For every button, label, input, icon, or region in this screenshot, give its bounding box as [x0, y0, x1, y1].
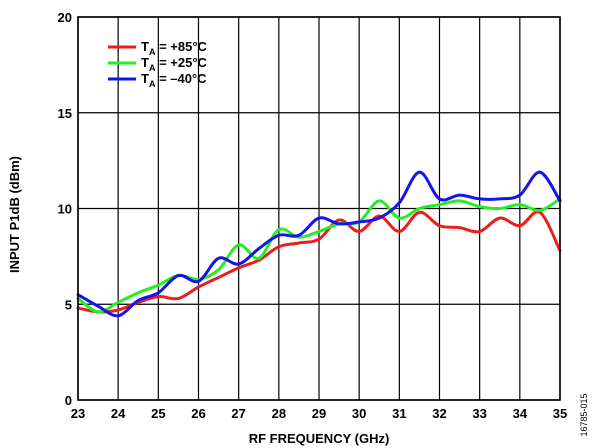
legend: TA = +85°CTA = +25°CTA = –40°C	[108, 39, 208, 89]
figure-id: 16785-015	[579, 393, 589, 436]
x-tick-label: 23	[71, 406, 85, 421]
series-line-1	[76, 210, 562, 314]
x-tick-label: 33	[472, 406, 486, 421]
x-tick-label: 27	[231, 406, 245, 421]
legend-label: TA = +85°C	[141, 39, 208, 57]
y-tick-label: 20	[58, 10, 72, 25]
y-tick-label: 15	[58, 106, 72, 121]
x-tick-label: 35	[553, 406, 567, 421]
x-tick-labels: 23 24 25 26 27 28 29 30 31 32 33 34 35	[71, 406, 567, 421]
x-tick-label: 34	[513, 406, 528, 421]
x-axis-title: RF FREQUENCY (GHz)	[249, 431, 390, 446]
x-tick-label: 31	[392, 406, 406, 421]
x-tick-label: 26	[191, 406, 205, 421]
legend-label: TA = –40°C	[141, 71, 207, 89]
x-tick-label: 28	[272, 406, 286, 421]
series-lines	[76, 170, 562, 318]
y-axis-title: INPUT P1dB (dBm)	[7, 156, 22, 273]
x-tick-label: 24	[111, 406, 126, 421]
x-tick-label: 32	[432, 406, 446, 421]
y-tick-labels: 0 5 10 15 20	[58, 10, 72, 408]
series-line-3	[76, 170, 562, 318]
y-tick-label: 0	[65, 393, 72, 408]
series-line-2	[76, 197, 562, 314]
x-tick-label: 30	[352, 406, 366, 421]
y-tick-label: 5	[65, 297, 72, 312]
legend-label: TA = +25°C	[141, 55, 208, 73]
x-tick-label: 25	[151, 406, 165, 421]
y-tick-label: 10	[58, 202, 72, 217]
plot-frame	[77, 16, 561, 401]
x-tick-label: 29	[312, 406, 326, 421]
